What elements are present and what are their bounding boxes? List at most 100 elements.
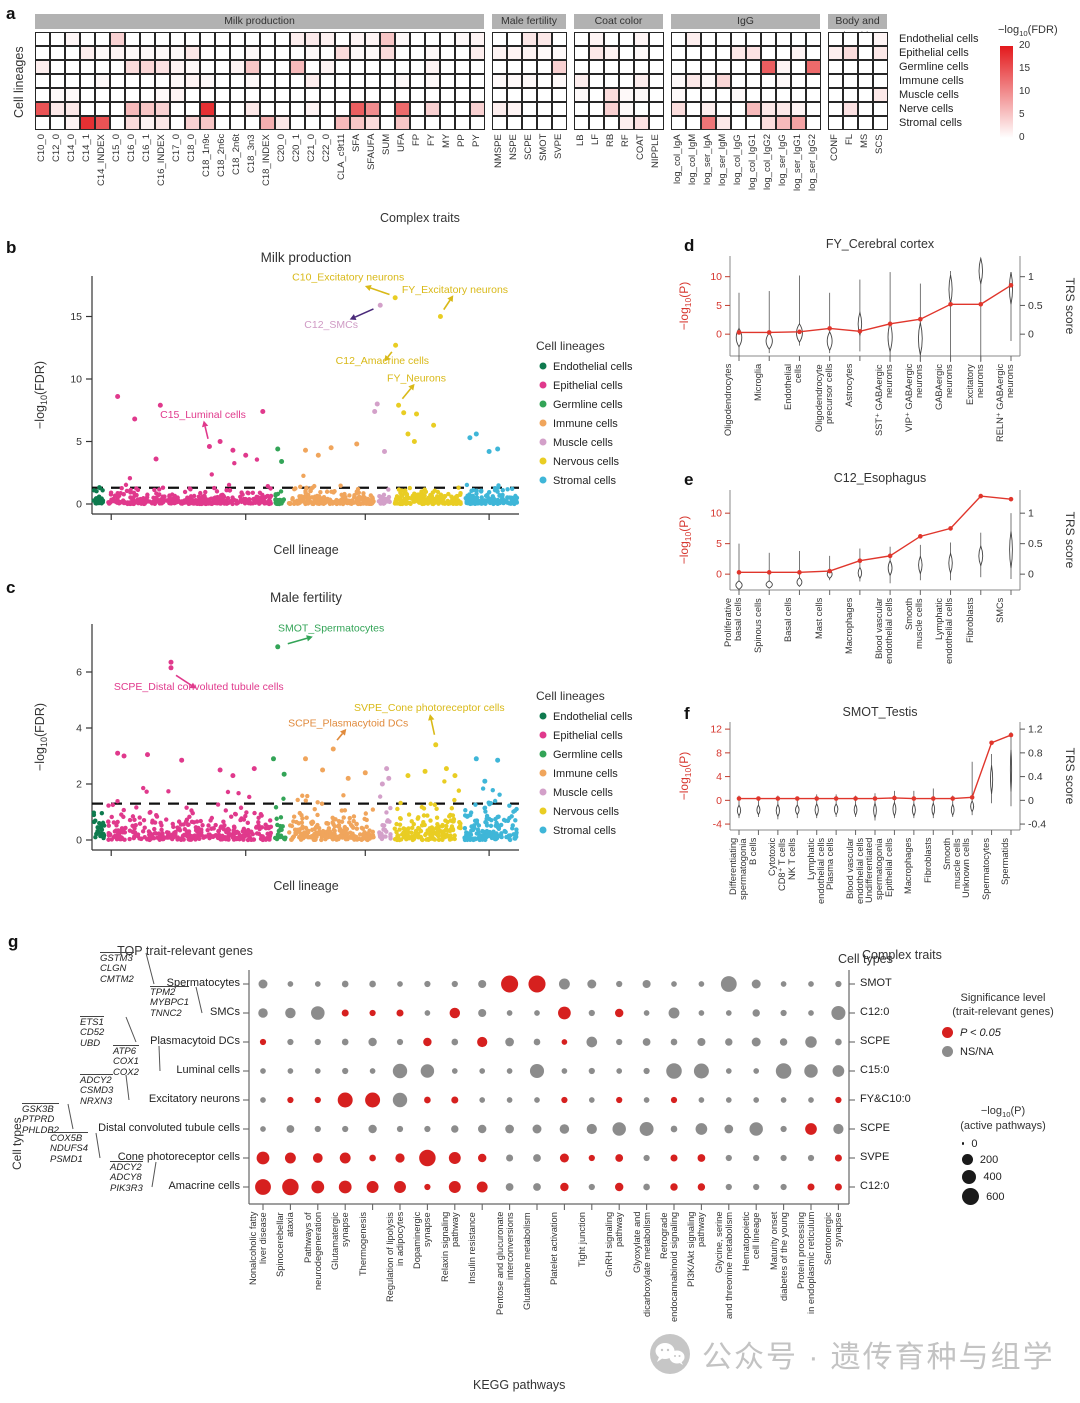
pathway-dot xyxy=(341,980,349,988)
trs-point xyxy=(833,796,839,801)
scatter-point xyxy=(227,487,233,493)
scatter-point xyxy=(354,821,359,827)
violin-category-label: Blood vascular endothelial cells xyxy=(874,598,894,665)
heatmap-cell xyxy=(761,88,776,102)
scatter-point xyxy=(290,497,295,502)
trs-point xyxy=(872,796,878,801)
heatmap-cell xyxy=(110,88,125,102)
scatter-point xyxy=(305,793,310,799)
heatmap-cell xyxy=(350,102,365,116)
heatmap-cell xyxy=(80,102,95,116)
scatter-point xyxy=(127,500,133,505)
scatter-point xyxy=(492,836,498,842)
pathway-dot xyxy=(720,976,737,992)
scatter-point xyxy=(112,493,118,498)
pathway-dot xyxy=(424,980,431,988)
pathway-dot xyxy=(670,1038,678,1046)
heatmap-cell xyxy=(290,32,305,46)
scatter-point xyxy=(97,485,102,490)
dotplot-cell-type-label: Distal convoluted tubule cells xyxy=(98,1122,240,1134)
scatter-point xyxy=(386,494,392,500)
pathway-dot xyxy=(479,1097,486,1103)
scatter-point xyxy=(324,821,329,826)
scatter-outlier-point xyxy=(132,416,138,422)
violin-svg: FY_Cerebral cortex 0 5 10 0 0.5 1 −log10(P) TRS … xyxy=(677,237,1077,369)
pathway-dot xyxy=(698,981,705,987)
scatter-point xyxy=(272,835,278,841)
scatter-point xyxy=(386,487,391,492)
scatter-point xyxy=(342,824,348,830)
scatter-point xyxy=(377,494,382,499)
heatmap-cell xyxy=(746,60,761,74)
scatter-point xyxy=(348,834,353,840)
heatmap-cell xyxy=(574,32,589,46)
pathway-dot xyxy=(337,1092,353,1108)
scatter-point xyxy=(259,497,265,503)
heatmap-cell xyxy=(806,32,821,46)
scatter-point xyxy=(428,832,433,838)
scatter-point xyxy=(326,826,332,831)
heatmap-cell xyxy=(80,60,95,74)
scatter-point xyxy=(360,836,365,841)
scatter-point xyxy=(314,834,319,839)
heatmap-cell xyxy=(215,116,230,130)
heatmap-cell xyxy=(649,32,664,46)
heatmap-cell xyxy=(843,102,858,116)
pathway-dot xyxy=(753,1154,760,1162)
scatter-point xyxy=(496,483,501,488)
scatter-point xyxy=(457,500,462,505)
heatmap-cell xyxy=(260,74,275,88)
pathway-dot xyxy=(558,1006,571,1020)
scatter-point xyxy=(218,837,223,842)
legend-title: Cell lineages xyxy=(536,339,605,353)
legend-swatch xyxy=(539,362,547,370)
scatter-outlier-point xyxy=(431,422,437,428)
trait-group-header: Milk production xyxy=(35,14,484,29)
heatmap-cell xyxy=(425,60,440,74)
heatmap-cell xyxy=(95,116,110,130)
scatter-point xyxy=(454,494,460,499)
colorbar-tick: 10 xyxy=(1019,86,1031,98)
scatter-point xyxy=(137,821,143,826)
right-tick: 0 xyxy=(1028,329,1034,341)
pathway-dot xyxy=(752,1009,760,1017)
heatmap-col-label: FP xyxy=(410,134,422,147)
heatmap-cell xyxy=(604,116,619,130)
scatter-point xyxy=(388,832,393,837)
pathway-dot xyxy=(449,1007,461,1019)
scatter-point xyxy=(198,818,203,824)
scatter-point xyxy=(477,499,483,504)
scatter-point xyxy=(248,501,253,506)
scatter-point xyxy=(98,826,104,831)
scatter-point xyxy=(182,489,188,495)
scatter-point xyxy=(112,498,118,503)
pathway-dot xyxy=(478,1008,487,1018)
heatmap-cell xyxy=(455,102,470,116)
trs-point xyxy=(736,570,742,575)
scatter-point xyxy=(135,832,141,837)
scatter-point xyxy=(191,501,196,506)
left-axis-label: −log10(P) xyxy=(677,516,693,565)
scatter-point xyxy=(93,835,98,840)
scatter-point xyxy=(495,822,500,827)
scatter-point xyxy=(287,501,293,506)
scatter-point xyxy=(500,499,505,505)
scatter-point xyxy=(298,484,303,489)
pathway-dot xyxy=(559,1153,569,1163)
scatter-point xyxy=(309,835,314,840)
heatmap-cell xyxy=(125,102,140,116)
scatter-point xyxy=(274,816,279,821)
scatter-point xyxy=(238,805,244,810)
scatter-point xyxy=(238,494,243,499)
pathway-dot xyxy=(260,1097,266,1103)
heatmap-cell xyxy=(440,116,455,130)
heatmap-cell xyxy=(686,32,701,46)
heatmap-cell xyxy=(395,60,410,74)
pathway-dot xyxy=(314,1068,321,1074)
heatmap-cell xyxy=(455,88,470,102)
violin-body xyxy=(911,802,916,817)
scatter-point xyxy=(424,837,429,842)
pathway-dot xyxy=(586,1036,598,1048)
heatmap-cell xyxy=(230,32,245,46)
heatmap-cell xyxy=(873,116,888,130)
